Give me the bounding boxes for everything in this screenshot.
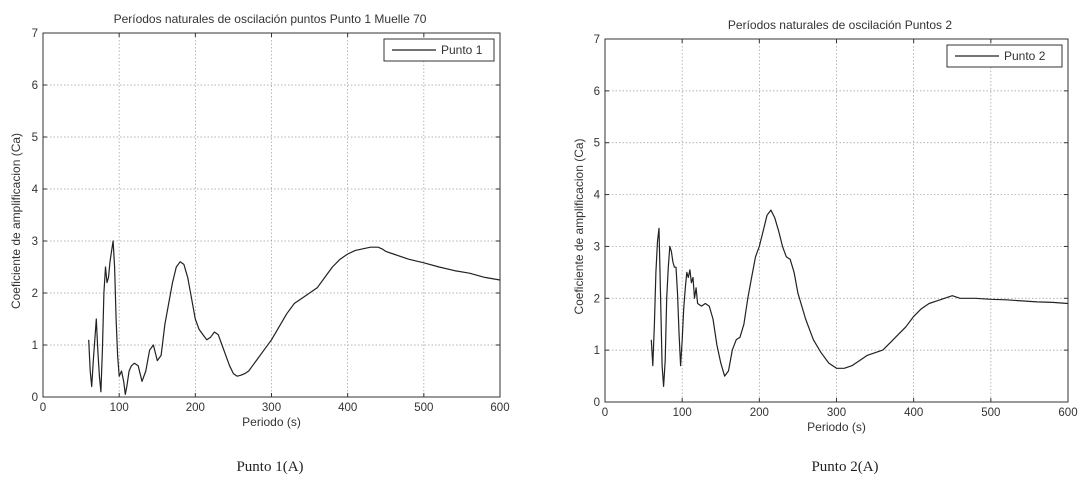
y-tick-label: 4 bbox=[32, 184, 39, 196]
x-tick-label: 200 bbox=[750, 407, 769, 419]
x-axis-label: Periodo (s) bbox=[242, 415, 301, 429]
y-tick-label: 7 bbox=[32, 28, 38, 40]
x-tick-label: 0 bbox=[602, 407, 608, 419]
chart-punto-1: Períodos naturales de oscilación puntos … bbox=[9, 12, 510, 429]
x-tick-label: 500 bbox=[414, 402, 433, 414]
x-tick-label: 100 bbox=[673, 407, 692, 419]
y-tick-label: 4 bbox=[594, 190, 601, 202]
chart-punto-2: Períodos naturales de oscilación Puntos … bbox=[572, 18, 1078, 434]
y-tick-label: 6 bbox=[32, 80, 38, 92]
x-tick-label: 300 bbox=[262, 402, 281, 414]
legend-label: Punto 1 bbox=[441, 43, 483, 57]
y-tick-label: 1 bbox=[32, 340, 38, 352]
x-tick-label: 400 bbox=[904, 407, 923, 419]
y-tick-label: 6 bbox=[594, 86, 600, 98]
y-axis-label: Coeficiente de amplificacion (Ca) bbox=[572, 138, 586, 314]
legend-label: Punto 2 bbox=[1004, 49, 1046, 63]
series-line-punto-2 bbox=[650, 209, 1069, 387]
x-tick-label: 0 bbox=[40, 402, 46, 414]
legend-box bbox=[383, 38, 495, 62]
x-tick-label: 200 bbox=[186, 402, 205, 414]
figure-caption: Punto 2(A) bbox=[811, 459, 879, 475]
y-tick-label: 2 bbox=[32, 288, 38, 300]
legend-box bbox=[946, 44, 1063, 68]
y-tick-label: 3 bbox=[32, 236, 38, 248]
chart-panel-punto-2: Períodos naturales de oscilación Puntos … bbox=[545, 0, 1081, 483]
y-tick-label: 7 bbox=[594, 34, 600, 46]
chart-panel-punto-1: Períodos naturales de oscilación puntos … bbox=[0, 0, 530, 483]
chart-title: Períodos naturales de oscilación Puntos … bbox=[728, 18, 952, 32]
y-tick-label: 0 bbox=[32, 392, 38, 404]
x-tick-label: 500 bbox=[981, 407, 1000, 419]
x-tick-label: 600 bbox=[490, 402, 509, 414]
y-tick-label: 0 bbox=[594, 397, 600, 409]
y-tick-label: 1 bbox=[594, 345, 600, 357]
y-tick-label: 3 bbox=[594, 241, 600, 253]
x-axis-label: Periodo (s) bbox=[807, 420, 866, 434]
x-tick-label: 300 bbox=[827, 407, 846, 419]
chart-title: Períodos naturales de oscilación puntos … bbox=[114, 12, 427, 26]
y-axis-label: Coeficiente de amplificacion (Ca) bbox=[9, 133, 23, 309]
figure-caption: Punto 1(A) bbox=[236, 459, 304, 475]
y-tick-label: 2 bbox=[594, 293, 600, 305]
x-tick-label: 600 bbox=[1058, 407, 1077, 419]
y-tick-label: 5 bbox=[594, 138, 600, 150]
y-tick-label: 5 bbox=[32, 132, 38, 144]
x-tick-label: 100 bbox=[110, 402, 129, 414]
series-line-punto-1 bbox=[88, 240, 501, 395]
x-tick-label: 400 bbox=[338, 402, 357, 414]
